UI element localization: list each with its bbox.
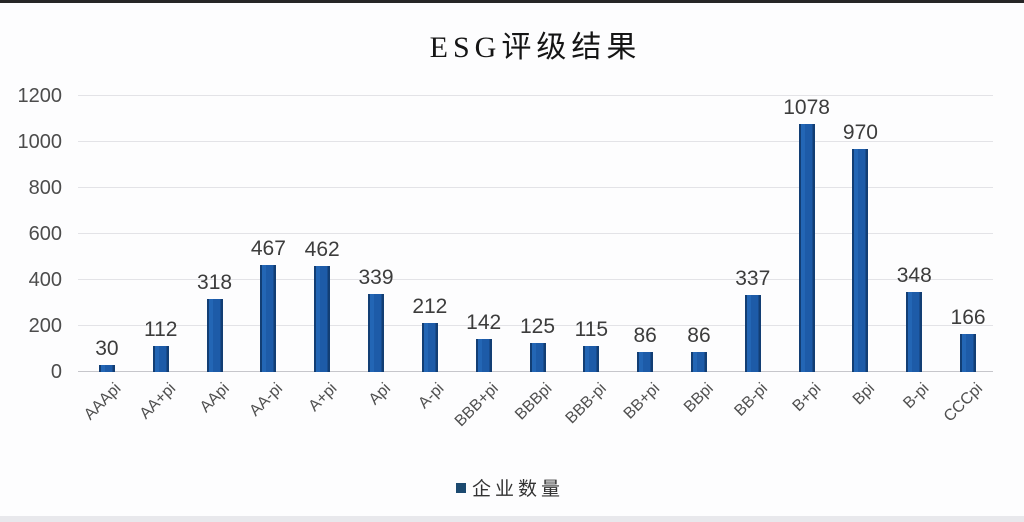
x-axis-category-label: AAApi: [81, 380, 125, 424]
x-axis-category-label: AApi: [196, 380, 233, 416]
x-axis-category-label: AA+pi: [136, 380, 179, 423]
bar-value-label: 142: [466, 311, 502, 335]
bar: [475, 339, 492, 372]
y-axis-tick-label: 0: [50, 361, 62, 383]
x-axis-category-label: A-pi: [415, 380, 448, 413]
bar: [529, 343, 546, 372]
bar-value-label: 970: [842, 120, 878, 144]
bar-value-label: 1078: [783, 96, 830, 120]
bar: [206, 298, 223, 372]
bar-value-label: 339: [358, 266, 394, 290]
gridline: [78, 95, 993, 96]
bar: [960, 333, 977, 372]
bar-value-label: 467: [250, 236, 286, 260]
x-axis-category-label: AA-pi: [246, 380, 287, 420]
bar-value-label: 115: [574, 317, 609, 341]
x-axis-category-label: BBB+pi: [451, 380, 502, 431]
x-axis-category-label: BB+pi: [620, 380, 664, 423]
bar: [906, 291, 923, 372]
gridline: [78, 141, 993, 142]
bar-value-label: 86: [633, 324, 657, 348]
bar: [368, 294, 385, 372]
x-axis-category-label: B-pi: [900, 380, 933, 413]
top-border: [0, 0, 1024, 3]
bar-value-label: 318: [197, 270, 233, 294]
legend-marker-icon: [456, 482, 466, 493]
bar-value-label: 30: [95, 337, 119, 361]
legend: 企业数量: [456, 474, 564, 501]
bar-value-label: 337: [735, 266, 771, 290]
y-axis-tick-label: 400: [28, 269, 62, 291]
gridline: [78, 325, 993, 326]
bar: [421, 323, 438, 372]
bar-value-label: 125: [519, 315, 556, 339]
bar: [690, 352, 707, 372]
bar: [637, 352, 654, 372]
chart-title: ESG评级结果: [429, 31, 642, 64]
y-axis-tick-label: 800: [28, 177, 62, 199]
y-axis-tick-label: 600: [28, 223, 62, 245]
x-axis-category-label: BBpi: [681, 380, 718, 416]
x-axis-category-label: BB-pi: [731, 380, 771, 420]
plot-area: 30 112 318 467 462 339 212 142 125 115 86 86 337 1078…: [78, 95, 993, 430]
y-axis-tick-label: 1200: [17, 85, 63, 107]
bar-value-label: 86: [687, 324, 711, 348]
y-axis-tick-label: 1000: [17, 131, 63, 153]
bar-value-label: 212: [412, 295, 448, 319]
bar: [260, 264, 277, 372]
x-axis-category-label: Bpi: [850, 380, 879, 409]
x-axis-category-label: BBB-pi: [562, 380, 610, 428]
bar: [583, 345, 600, 372]
x-axis-category-label: BBBpi: [512, 380, 556, 424]
gridline: [78, 279, 993, 280]
bar: [744, 294, 761, 372]
bar: [798, 124, 815, 372]
bar-value-label: 112: [143, 318, 178, 342]
y-axis-tick-label: 200: [28, 315, 62, 337]
x-axis-category-label: Api: [365, 380, 395, 409]
bar-value-label: 462: [304, 237, 340, 261]
bar: [852, 148, 869, 372]
bar-value-label: 166: [950, 305, 986, 329]
x-axis-category-label: CCCpi: [940, 380, 987, 426]
gridline: [78, 233, 993, 234]
bottom-border: [0, 516, 1024, 522]
bar: [314, 265, 331, 372]
gridline: [78, 187, 993, 188]
bar: [152, 346, 169, 372]
bar: [98, 365, 115, 372]
legend-series-label: 企业数量: [472, 479, 565, 500]
x-axis-category-label: A+pi: [305, 380, 341, 415]
bar-value-label: 348: [896, 263, 932, 287]
x-axis-category-label: B+pi: [789, 380, 825, 415]
